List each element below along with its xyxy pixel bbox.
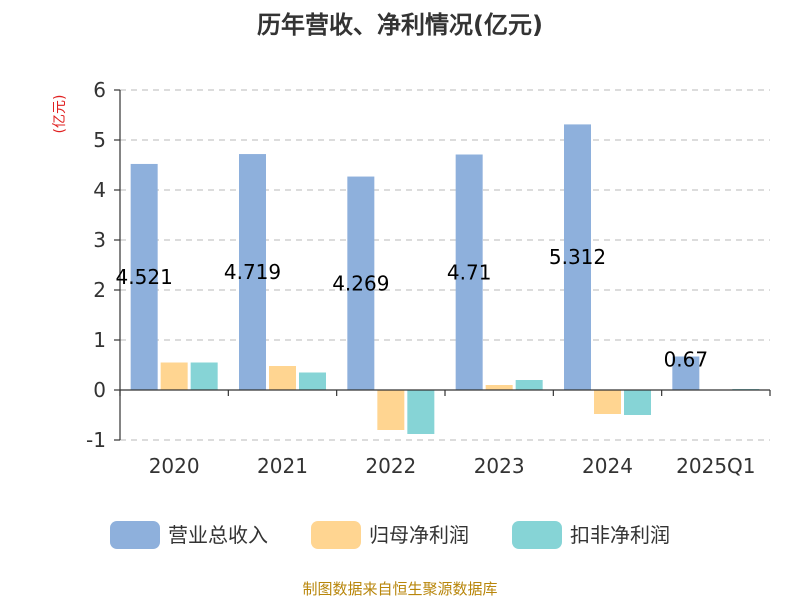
bar: [299, 372, 326, 390]
legend-label: 营业总收入: [168, 523, 268, 547]
legend-swatch: [512, 521, 562, 549]
y-tick-label: 1: [93, 328, 106, 352]
y-tick-label: 3: [93, 228, 106, 252]
y-tick-label: 4: [93, 178, 106, 202]
legend-label: 扣非净利润: [570, 523, 670, 547]
bars: [130, 124, 760, 434]
y-tick-label: 6: [93, 78, 106, 102]
bar: [564, 124, 591, 391]
bar: [347, 176, 375, 390]
bar: [672, 356, 700, 390]
bar: [377, 390, 405, 430]
axes: -1 0 1 2 3 4 5 6 2020 2021 2022 2023 2024 2025Q1: [86, 78, 771, 478]
x-tick-label: 2024: [582, 454, 633, 478]
bar: [160, 362, 188, 390]
legend-item: 归母净利润: [311, 521, 469, 549]
bar: [624, 390, 651, 415]
x-tick-label: 2020: [149, 454, 200, 478]
x-tick-label: 2021: [257, 454, 308, 478]
y-tick-label: -1: [86, 428, 106, 452]
legend-swatch: [311, 521, 361, 549]
legend-swatch: [110, 521, 160, 549]
chart-title: 历年营收、净利情况(亿元): [257, 11, 543, 39]
bar: [407, 390, 435, 434]
data-label: 4.719: [224, 260, 281, 284]
data-label: 4.521: [116, 265, 173, 289]
bar: [239, 154, 266, 390]
x-tick-label: 2022: [365, 454, 416, 478]
bar: [190, 362, 218, 390]
bar: [594, 390, 621, 414]
source-note: 制图数据来自恒生聚源数据库: [302, 580, 497, 598]
bar: [455, 154, 483, 390]
data-label: 4.269: [332, 271, 389, 295]
data-label: 0.67: [664, 348, 709, 372]
data-label: 4.71: [447, 260, 492, 284]
y-tick-label: 0: [93, 378, 106, 402]
x-tick-label: 2025Q1: [676, 454, 755, 478]
y-axis-unit: (亿元): [52, 95, 68, 134]
y-tick-label: 5: [93, 128, 106, 152]
y-tick-label: 2: [93, 278, 106, 302]
legend-item: 扣非净利润: [512, 521, 670, 549]
x-tick-label: 2023: [474, 454, 525, 478]
bar: [515, 380, 543, 390]
legend-item: 营业总收入: [110, 521, 268, 549]
data-label: 5.312: [549, 245, 606, 269]
legend: 营业总收入 归母净利润 扣非净利润: [110, 521, 670, 549]
bar: [130, 163, 158, 390]
bar: [485, 385, 513, 390]
grid: [120, 89, 770, 441]
bar: [269, 366, 296, 390]
data-labels: 4.521 4.719 4.269 4.71 5.312 0.67: [116, 245, 709, 371]
legend-label: 归母净利润: [369, 523, 469, 547]
